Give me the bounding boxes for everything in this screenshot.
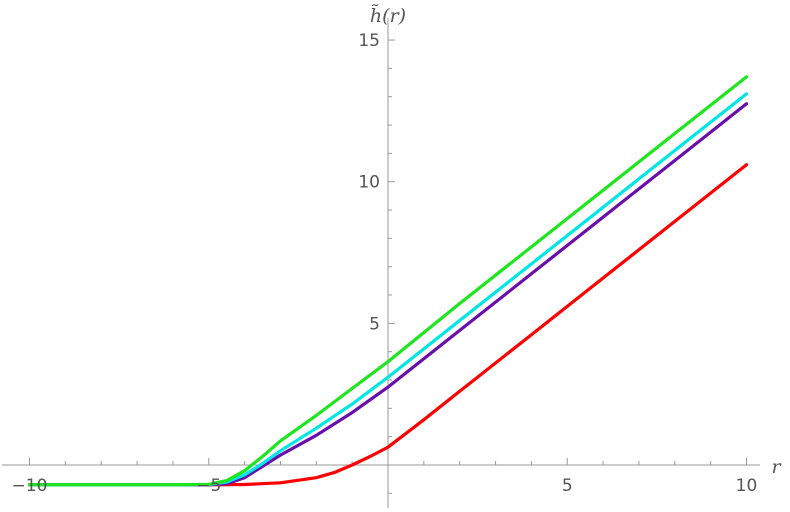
series-line-4	[27, 75, 749, 487]
x-tick-label: 5	[562, 476, 573, 496]
y-tick-label: 15	[358, 31, 380, 51]
y-tick-label: 10	[358, 173, 380, 193]
series-layer	[27, 75, 749, 487]
x-tick-label: −10	[12, 476, 48, 496]
x-tick-label: 10	[736, 476, 758, 496]
minor-ticks	[64, 67, 712, 494]
y-tick-label: 5	[369, 314, 380, 334]
y-axis-label: h̃(r)	[370, 4, 406, 27]
labels: r h̃(r) −10 −5 5 10 5 10 15	[12, 4, 783, 496]
x-tick-label: −5	[196, 476, 221, 496]
x-axis-label: r	[771, 456, 782, 478]
axes	[2, 18, 760, 508]
major-ticks	[29, 39, 747, 465]
